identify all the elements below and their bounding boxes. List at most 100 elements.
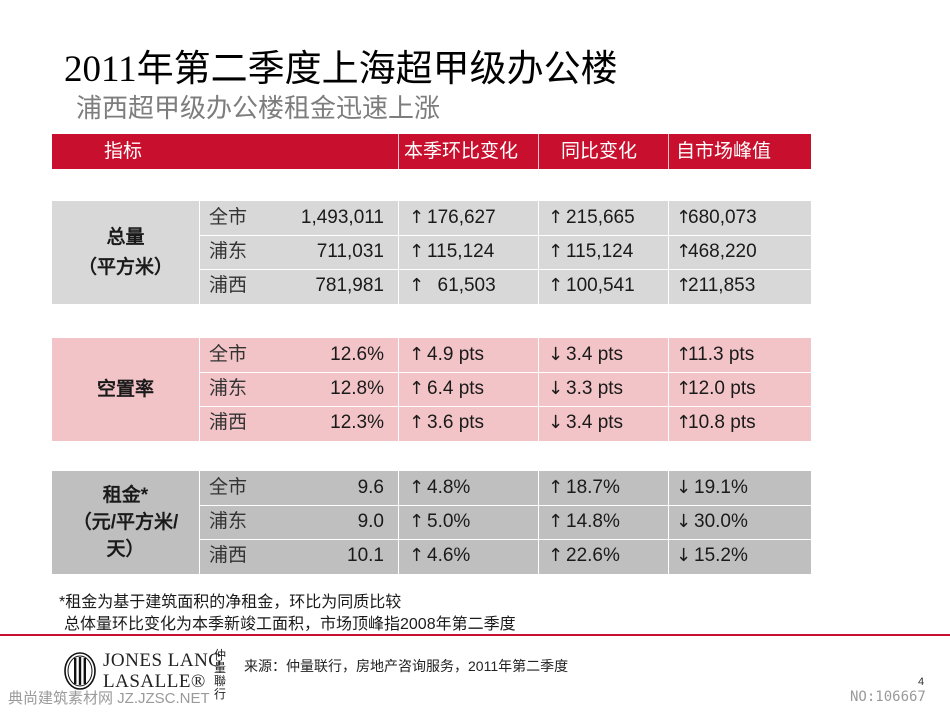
table-row: 浦东 711,031 ↑ 115,124 ↑ 115,124 ↑468,220 — [52, 235, 811, 269]
arrow-icon: ↑ — [548, 545, 564, 566]
yoy-value: 3.4 pts — [566, 412, 624, 433]
region-label: 浦西 — [209, 545, 248, 566]
value-cell: 781,981 — [315, 275, 384, 296]
qoq-value: 3.6 pts — [427, 412, 485, 433]
table-row: 全市 9.6 ↑ 4.8% ↑ 18.7% ↓ 19.1% — [52, 471, 811, 505]
value-cell: 12.8% — [330, 378, 384, 399]
metric-label: 总量 （平方米） — [52, 201, 199, 304]
arrow-icon: ↑ — [548, 511, 564, 532]
arrow-icon: ↓ — [548, 412, 564, 433]
qoq-cell: ↑ 4.6% — [409, 539, 470, 573]
peak-value: 10.8 pts — [688, 412, 756, 433]
metric-unit: （元/平方米/ — [72, 512, 179, 533]
arrow-icon: ↑ — [409, 207, 425, 228]
qoq-cell: ↑ 115,124 — [409, 235, 494, 269]
region-label: 浦东 — [209, 511, 248, 532]
table-row: 浦西 781,981 ↑ 61,503 ↑ 100,541 ↑211,853 — [52, 269, 811, 303]
arrow-icon: ↑ — [676, 412, 692, 433]
qoq-value: 4.6% — [427, 545, 471, 566]
source-note: 来源：仲量联行，房地产咨询服务，2011年第二季度 — [244, 658, 569, 674]
peak-value: 12.0 pts — [688, 378, 756, 399]
header-divider — [538, 134, 539, 169]
yoy-cell: ↓ 3.4 pts — [548, 338, 623, 372]
header-qoq: 本季环比变化 — [404, 141, 519, 162]
arrow-icon: ↑ — [409, 477, 425, 498]
arrow-icon: ↑ — [409, 344, 425, 365]
table-header: 指标 本季环比变化 同比变化 自市场峰值 — [52, 134, 811, 169]
arrow-icon: ↓ — [548, 344, 564, 365]
footer-divider — [0, 634, 950, 636]
peak-value: 11.3 pts — [688, 344, 755, 365]
slide-title: 2011年第二季度上海超甲级办公楼 — [64, 49, 618, 90]
region-label: 浦西 — [209, 275, 248, 296]
arrow-icon: ↓ — [676, 477, 692, 498]
qoq-value: 61,503 — [427, 275, 496, 296]
yoy-cell: ↑ 22.6% — [548, 539, 620, 573]
qoq-cell: ↑ 6.4 pts — [409, 372, 484, 406]
header-peak: 自市场峰值 — [676, 141, 772, 162]
yoy-value: 115,124 — [566, 241, 634, 262]
arrow-icon: ↑ — [409, 241, 425, 262]
table-row: 浦东 12.8% ↑ 6.4 pts ↓ 3.3 pts ↑12.0 pts — [52, 372, 811, 406]
logo-line: LASALLE® — [103, 671, 206, 692]
qoq-cell: ↑ 176,627 — [409, 201, 496, 235]
yoy-cell: ↑ 18.7% — [548, 471, 620, 505]
logo-line: JONES LANG — [103, 650, 223, 671]
arrow-icon: ↑ — [409, 275, 425, 296]
qoq-cell: ↑ 4.9 pts — [409, 338, 484, 372]
peak-cell: ↓ 19.1% — [676, 471, 748, 505]
arrow-icon: ↑ — [548, 275, 564, 296]
footnote-total: 总体量环比变化为本季新竣工面积，市场顶峰指2008年第二季度 — [64, 616, 516, 633]
qoq-cell: ↑ 61,503 — [409, 269, 496, 303]
peak-cell: ↑12.0 pts — [676, 372, 756, 406]
region-label: 浦西 — [209, 412, 248, 433]
yoy-cell: ↑ 115,124 — [548, 235, 633, 269]
header-yoy: 同比变化 — [561, 141, 638, 162]
peak-cell: ↓ 30.0% — [676, 505, 748, 539]
arrow-icon: ↑ — [548, 477, 564, 498]
peak-cell: ↑468,220 — [676, 235, 757, 269]
company-logo-chinese: 仲量聯行 — [213, 648, 226, 701]
arrow-icon: ↑ — [676, 378, 692, 399]
yoy-cell: ↑ 14.8% — [548, 505, 620, 539]
metric-unit: 天） — [106, 539, 145, 560]
peak-value: 15.2% — [694, 545, 748, 566]
arrow-icon: ↑ — [676, 241, 692, 262]
yoy-value: 18.7% — [566, 477, 620, 498]
arrow-icon: ↑ — [409, 545, 425, 566]
company-logo-text: JONES LANG LASALLE® — [103, 650, 223, 692]
value-cell: 9.6 — [357, 477, 384, 498]
arrow-icon: ↑ — [676, 275, 692, 296]
qoq-value: 5.0% — [427, 511, 471, 532]
qoq-value: 176,627 — [427, 207, 496, 228]
section-vacancy-rate: 空置率 全市 12.6% ↑ 4.9 pts ↓ 3.4 pts ↑11.3 pts… — [52, 338, 811, 441]
value-cell: 1,493,011 — [300, 207, 384, 228]
header-metric: 指标 — [104, 141, 143, 162]
yoy-cell: ↑ 100,541 — [548, 269, 635, 303]
region-label: 全市 — [209, 207, 248, 228]
value-cell: 10.1 — [347, 545, 384, 566]
region-label: 全市 — [209, 344, 248, 365]
arrow-icon: ↑ — [409, 511, 425, 532]
yoy-cell: ↑ 215,665 — [548, 201, 635, 235]
metric-label: 租金* （元/平方米/ 天） — [52, 471, 199, 574]
yoy-value: 3.4 pts — [566, 344, 624, 365]
table-row: 全市 12.6% ↑ 4.9 pts ↓ 3.4 pts ↑11.3 pts — [52, 338, 811, 372]
header-divider — [668, 134, 669, 169]
table-row: 浦西 12.3% ↑ 3.6 pts ↓ 3.4 pts ↑10.8 pts — [52, 406, 811, 440]
region-label: 浦东 — [209, 241, 248, 262]
qoq-cell: ↑ 4.8% — [409, 471, 470, 505]
arrow-icon: ↓ — [676, 545, 692, 566]
peak-value: 211,853 — [688, 275, 756, 296]
page-number: 4 — [918, 676, 925, 688]
qoq-cell: ↑ 5.0% — [409, 505, 470, 539]
yoy-value: 14.8% — [566, 511, 620, 532]
footnote-rent: *租金为基于建筑面积的净租金，环比为同质比较 — [59, 594, 402, 611]
qoq-value: 4.9 pts — [427, 344, 485, 365]
peak-cell: ↑10.8 pts — [676, 406, 756, 440]
metric-unit: （平方米） — [77, 256, 173, 278]
table-row: 浦西 10.1 ↑ 4.6% ↑ 22.6% ↓ 15.2% — [52, 539, 811, 573]
peak-value: 19.1% — [694, 477, 748, 498]
arrow-icon: ↑ — [548, 241, 564, 262]
value-cell: 9.0 — [357, 511, 384, 532]
